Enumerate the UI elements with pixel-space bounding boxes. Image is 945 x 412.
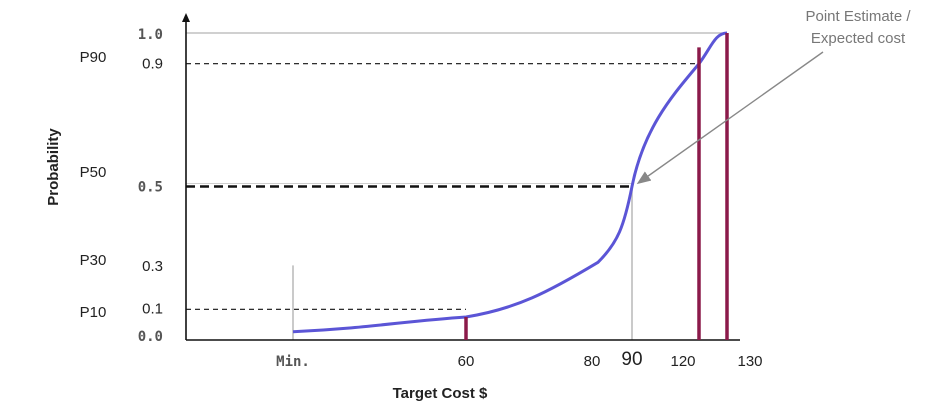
y-axis-arrow: [182, 13, 190, 22]
y-tick-label: 0.3: [142, 258, 163, 275]
x-tick-label: 90: [621, 349, 642, 370]
y-axis-title: Probability: [45, 128, 62, 206]
annotation-text: Point Estimate /: [805, 8, 911, 25]
axes: [182, 13, 740, 341]
y-tick-label: 1.0: [138, 27, 163, 43]
y-tick-label: 0.1: [142, 300, 163, 317]
x-tick-label: 60: [458, 353, 475, 370]
x-tick-label: 120: [670, 353, 695, 370]
percentile-label: P50: [80, 164, 107, 181]
x-tick-label: 80: [584, 353, 601, 370]
annotation-text: Expected cost: [811, 30, 906, 47]
x-tick-label: Min.: [276, 354, 310, 370]
percentile-label: P10: [80, 304, 107, 321]
cumulative-curve: [292, 31, 728, 334]
percentile-markers: [464, 33, 729, 340]
x-tick-label: 130: [737, 353, 762, 370]
percentile-label: P30: [80, 252, 107, 269]
x-axis-title: Target Cost $: [393, 385, 488, 402]
y-tick-label: 0.5: [138, 180, 163, 196]
percentile-label: P90: [80, 49, 107, 66]
labels: 0.0 0.1 0.3 0.5 0.9 1.0 P10 P30 P50 P90 Min. 60 80 90…: [45, 8, 911, 402]
y-tick-label: 0.0: [138, 329, 163, 345]
annotation-arrow: [636, 51, 824, 185]
reference-lines: [186, 32, 727, 340]
curve-layer: [292, 31, 728, 334]
y-tick-label: 0.9: [142, 56, 163, 73]
